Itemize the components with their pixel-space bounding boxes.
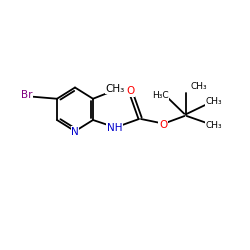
Text: N: N	[71, 127, 79, 137]
Text: CH₃: CH₃	[206, 120, 222, 130]
Text: NH: NH	[107, 123, 122, 133]
Text: O: O	[127, 86, 135, 96]
Text: O: O	[159, 120, 167, 130]
Text: CH₃: CH₃	[105, 84, 124, 94]
Text: H₃C: H₃C	[152, 90, 169, 100]
Text: CH₃: CH₃	[190, 82, 207, 91]
Text: CH₃: CH₃	[206, 97, 222, 106]
Text: Br: Br	[20, 90, 32, 100]
